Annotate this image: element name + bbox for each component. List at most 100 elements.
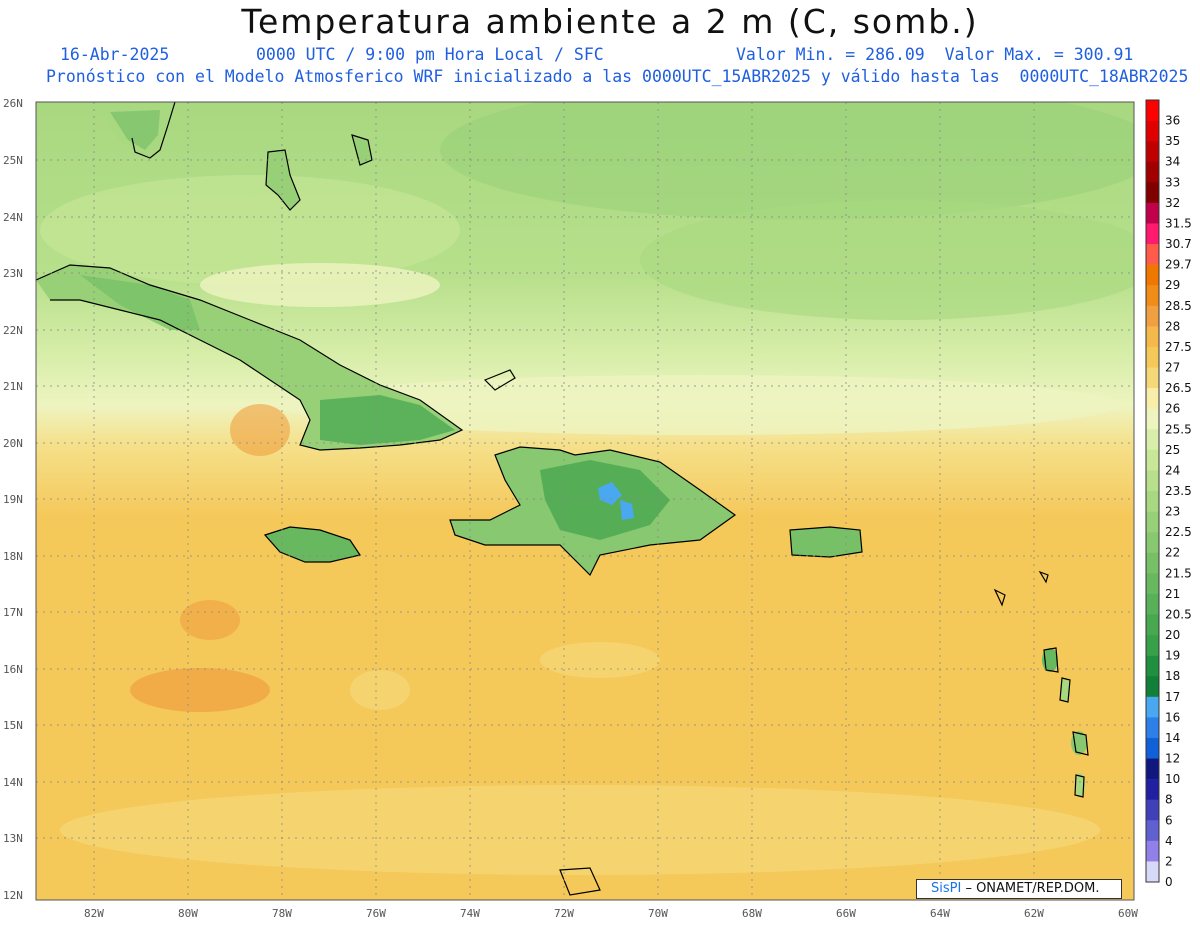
colorbar-label: 6 (1165, 813, 1173, 827)
colorbar-label: 26.5 (1165, 381, 1192, 395)
colorbar-label: 27 (1165, 361, 1180, 375)
lon-label: 66W (836, 907, 856, 920)
lon-label: 60W (1118, 907, 1138, 920)
colorbar-swatch (1146, 655, 1159, 677)
colorbar-swatch (1146, 100, 1159, 121)
colorbar-swatch (1146, 305, 1159, 327)
colorbar-label: 26 (1165, 402, 1180, 416)
colorbar-swatch (1146, 449, 1159, 471)
lon-label: 74W (460, 907, 480, 920)
min-max-values: Valor Min. = 286.09 Valor Max. = 300.91 (736, 45, 1134, 64)
map-frame (35, 101, 1135, 901)
lon-label: 76W (366, 907, 386, 920)
lon-tick-labels: 82W 80W 78W 76W 74W 72W 70W 68W 66W 64W … (84, 907, 1138, 920)
colorbar-label: 29 (1165, 278, 1180, 292)
grid-lines (36, 102, 1134, 900)
colorbar-label: 22.5 (1165, 525, 1192, 539)
colorbar-swatch (1146, 408, 1159, 430)
colorbar-label: 17 (1165, 690, 1180, 704)
map-title: Temperatura ambiente a 2 m (C, somb.) (241, 2, 979, 41)
colorbar-label: 36 (1165, 114, 1180, 128)
credit-text: – ONAMET/REP.DOM. (961, 881, 1100, 896)
colorbar-swatch (1146, 367, 1159, 389)
colorbar-label: 25 (1165, 443, 1180, 457)
colorbar-label: 30.7 (1165, 237, 1192, 251)
colorbar-label: 35 (1165, 134, 1180, 148)
colorbar-label: 33 (1165, 175, 1180, 189)
lat-label: 16N (3, 663, 23, 676)
colorbar-swatch (1146, 614, 1159, 636)
colorbar-label: 27.5 (1165, 340, 1192, 354)
temperature-field (36, 102, 1134, 900)
lat-label: 18N (3, 550, 23, 563)
colorbar-swatch (1146, 758, 1159, 780)
lon-label: 80W (178, 907, 198, 920)
lat-label: 17N (3, 606, 23, 619)
coastlines (36, 102, 1089, 896)
colorbar-swatch (1146, 552, 1159, 574)
colorbar-swatch (1146, 491, 1159, 512)
colorbar-swatch (1146, 779, 1159, 800)
colorbar-swatch (1146, 346, 1159, 368)
colorbar-swatch (1146, 635, 1159, 656)
colorbar-label: 20.5 (1165, 607, 1192, 621)
colorbar-swatch (1146, 202, 1159, 224)
colorbar-label: 28.5 (1165, 299, 1192, 313)
colorbar-swatch (1146, 244, 1159, 265)
colorbar-swatch (1146, 223, 1159, 245)
colorbar-label: 21.5 (1165, 566, 1192, 580)
colorbar-label: 0 (1165, 875, 1173, 889)
lon-label: 72W (554, 907, 574, 920)
colorbar-swatch (1146, 470, 1159, 492)
colorbar-swatch (1146, 161, 1159, 183)
lat-label: 15N (3, 719, 23, 732)
colorbar-swatch (1146, 696, 1159, 718)
colorbar-frame (1145, 99, 1160, 883)
colorbar-swatch (1146, 141, 1159, 163)
lat-label: 20N (3, 437, 23, 450)
colorbar-swatch (1146, 820, 1159, 842)
colorbar-label: 23 (1165, 505, 1180, 519)
colorbar-swatch (1146, 388, 1159, 409)
colorbar-swatch (1146, 511, 1159, 533)
lat-label: 12N (3, 889, 23, 902)
lat-label: 21N (3, 380, 23, 393)
colorbar-label: 8 (1165, 793, 1173, 807)
colorbar-swatch (1146, 573, 1159, 595)
sispi-logo: SisPI (931, 881, 962, 896)
colorbar-swatch (1146, 861, 1159, 883)
colorbar-swatch (1146, 285, 1159, 307)
colorbar-swatch (1146, 326, 1159, 348)
lat-label: 22N (3, 324, 23, 337)
colorbar-label: 4 (1165, 834, 1173, 848)
lat-label: 13N (3, 832, 23, 845)
lat-tick-labels: 26N 25N 24N 23N 22N 21N 20N 19N 18N 17N … (3, 97, 23, 902)
colorbar-label: 2 (1165, 854, 1173, 868)
colorbar-label: 23.5 (1165, 484, 1192, 498)
lat-label: 24N (3, 211, 23, 224)
colorbar-swatch (1146, 264, 1159, 286)
colorbar-label: 24 (1165, 463, 1180, 477)
forecast-time: 0000 UTC / 9:00 pm Hora Local / SFC (256, 45, 604, 64)
colorbar-label: 34 (1165, 155, 1180, 169)
lat-label: 25N (3, 154, 23, 167)
colorbar-label: 22 (1165, 546, 1180, 560)
lon-label: 64W (930, 907, 950, 920)
colorbar-swatch (1146, 593, 1159, 615)
colorbar-swatch (1146, 532, 1159, 554)
colorbar-swatch (1146, 676, 1159, 698)
colorbar-label: 28 (1165, 319, 1180, 333)
lon-label: 82W (84, 907, 104, 920)
colorbar-label: 19 (1165, 649, 1180, 663)
colorbar-label: 20 (1165, 628, 1180, 642)
lat-label: 26N (3, 97, 23, 110)
colorbar-label: 10 (1165, 772, 1180, 786)
colorbar-swatch (1146, 120, 1159, 142)
colorbar: 363534333231.530.729.72928.52827.52726.5… (1145, 99, 1192, 889)
lon-label: 70W (648, 907, 668, 920)
colorbar-label: 31.5 (1165, 216, 1192, 230)
colorbar-label: 14 (1165, 731, 1180, 745)
lon-label: 62W (1024, 907, 1044, 920)
colorbar-swatch (1146, 737, 1159, 759)
